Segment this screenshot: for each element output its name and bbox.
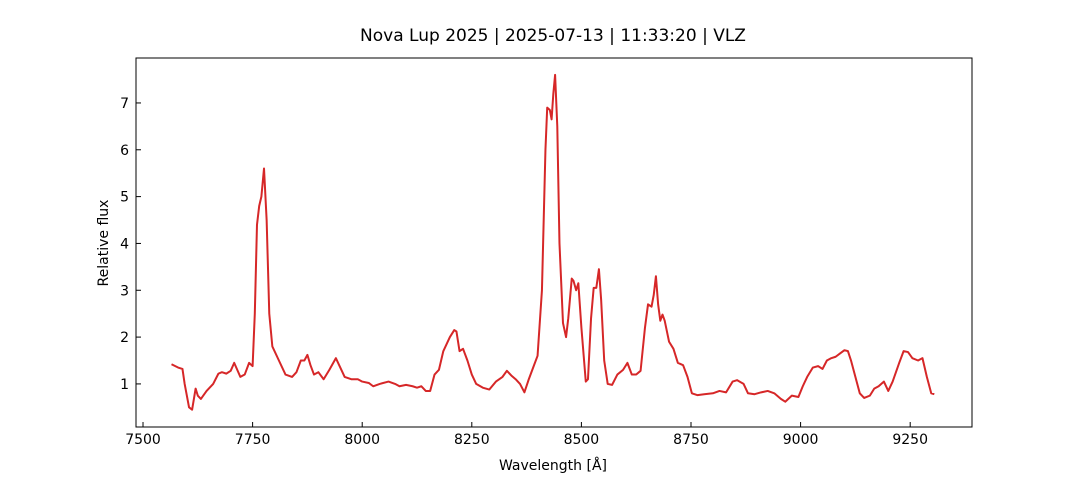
y-tick-label: 3 xyxy=(120,283,129,299)
x-tick-label: 7750 xyxy=(235,432,271,448)
x-tick-label: 8750 xyxy=(673,432,709,448)
x-tick-label: 8500 xyxy=(564,432,600,448)
x-tick-label: 8250 xyxy=(454,432,490,448)
chart-title: Nova Lup 2025 | 2025-07-13 | 11:33:20 | … xyxy=(360,26,746,46)
x-tick-label: 9000 xyxy=(783,432,819,448)
y-axis-label: Relative flux xyxy=(96,200,112,287)
x-axis-label: Wavelength [Å] xyxy=(499,457,607,474)
x-tick-label: 7500 xyxy=(125,432,161,448)
x-tick-label: 8000 xyxy=(344,432,380,448)
y-tick-label: 2 xyxy=(120,330,129,346)
y-tick-label: 5 xyxy=(120,190,129,206)
plot-frame xyxy=(135,57,973,428)
y-tick-label: 7 xyxy=(120,96,129,112)
y-tick-label: 1 xyxy=(120,377,129,393)
x-tick-label: 9250 xyxy=(892,432,928,448)
spectrum-line xyxy=(171,73,935,411)
y-tick-label: 4 xyxy=(120,236,129,252)
y-tick-label: 6 xyxy=(120,143,129,159)
